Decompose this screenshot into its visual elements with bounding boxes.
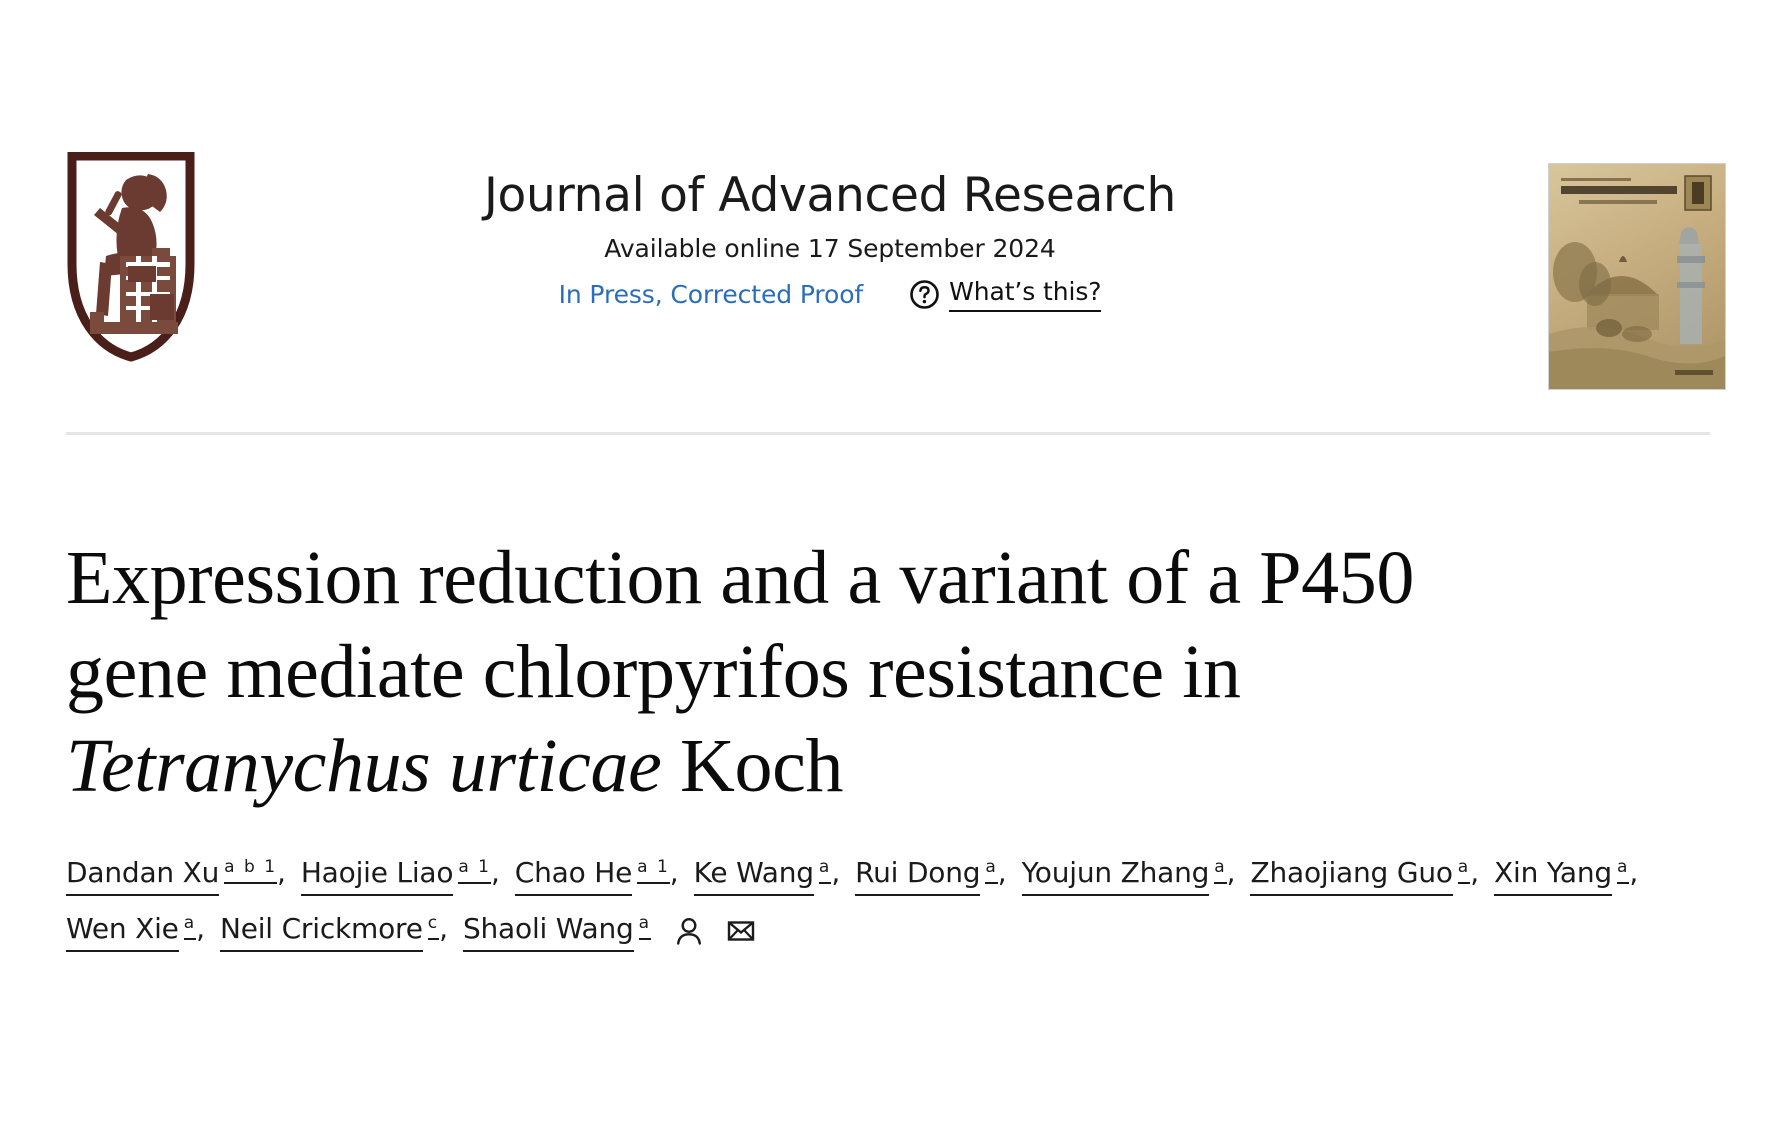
author-item[interactable]: Rui Dong a bbox=[855, 856, 998, 896]
author-separator: , bbox=[490, 856, 509, 889]
author-separator: , bbox=[997, 856, 1016, 889]
author-name[interactable]: Chao He bbox=[514, 856, 632, 896]
author-item[interactable]: Ke Wang a bbox=[693, 856, 832, 896]
author-item[interactable]: Chao He a 1 bbox=[514, 856, 670, 896]
author-name[interactable]: Rui Dong bbox=[855, 856, 981, 896]
author-separator: , bbox=[196, 912, 214, 945]
author-item[interactable]: Xin Yang a bbox=[1494, 856, 1630, 896]
author-separator: , bbox=[831, 856, 850, 889]
author-separator: , bbox=[439, 912, 457, 945]
author-name[interactable]: Wen Xie bbox=[66, 912, 179, 952]
journal-info-block: Journal of Advanced Research Available o… bbox=[330, 168, 1330, 312]
author-separator: , bbox=[277, 856, 295, 889]
article-title: Expression reduction and a variant of a … bbox=[66, 531, 1726, 814]
author-affiliation-marker[interactable]: a bbox=[1457, 856, 1471, 884]
author-name[interactable]: Neil Crickmore bbox=[219, 912, 423, 952]
publication-status-row: In Press, Corrected Proof What’s this? bbox=[330, 277, 1330, 312]
author-item[interactable]: Zhaojiang Guo a bbox=[1250, 856, 1471, 896]
article-title-line-1: Expression reduction and a variant of a … bbox=[66, 535, 1414, 620]
author-separator: , bbox=[669, 856, 688, 889]
article-title-line-2: gene mediate chlorpyrifos resistance in bbox=[66, 630, 1241, 715]
author-item[interactable]: Dandan Xu a b 1 bbox=[66, 856, 278, 896]
author-item[interactable]: Youjun Zhang a bbox=[1021, 856, 1227, 896]
author-item[interactable]: Wen Xie a bbox=[66, 912, 197, 952]
article-title-species: Tetranychus urticae bbox=[66, 724, 662, 809]
author-name[interactable]: Shaoli Wang bbox=[462, 912, 634, 952]
author-affiliation-marker[interactable]: a 1 bbox=[458, 856, 491, 884]
author-separator: , bbox=[1226, 856, 1245, 889]
author-affiliation-marker[interactable]: a b 1 bbox=[224, 856, 278, 884]
envelope-icon[interactable] bbox=[726, 916, 756, 946]
whats-this-label: What’s this? bbox=[949, 277, 1102, 312]
author-affiliation-marker[interactable]: a bbox=[183, 912, 197, 940]
author-separator: , bbox=[1629, 856, 1639, 889]
author-item[interactable]: Shaoli Wang a bbox=[462, 912, 651, 952]
header-divider bbox=[66, 432, 1710, 435]
journal-header: Journal of Advanced Research Available o… bbox=[0, 0, 1772, 435]
author-affiliation-marker[interactable]: a bbox=[985, 856, 998, 884]
author-affiliation-marker[interactable]: a bbox=[638, 912, 651, 940]
article-title-tail: Koch bbox=[661, 724, 844, 809]
author-name[interactable]: Haojie Liao bbox=[300, 856, 454, 896]
author-name[interactable]: Xin Yang bbox=[1494, 856, 1612, 896]
author-list: Dandan Xu a b 1, Haojie Liao a 1, Chao He a… bbox=[66, 845, 1726, 958]
journal-cover-thumbnail[interactable] bbox=[1548, 163, 1726, 390]
person-icon[interactable] bbox=[674, 916, 704, 946]
author-affiliation-marker[interactable]: c bbox=[427, 912, 440, 940]
author-affiliation-marker[interactable]: a bbox=[1214, 856, 1227, 884]
author-affiliation-marker[interactable]: a bbox=[1616, 856, 1630, 884]
author-item[interactable]: Neil Crickmore c bbox=[219, 912, 440, 952]
author-separator: , bbox=[1470, 856, 1489, 889]
whats-this-link[interactable]: What’s this? bbox=[909, 277, 1102, 312]
availability-date: Available online 17 September 2024 bbox=[604, 233, 1056, 263]
author-affiliation-marker[interactable]: a 1 bbox=[637, 856, 670, 884]
journal-title: Journal of Advanced Research bbox=[483, 168, 1176, 223]
publication-status-badge[interactable]: In Press, Corrected Proof bbox=[558, 279, 864, 309]
author-item[interactable]: Haojie Liao a 1 bbox=[300, 856, 491, 896]
author-name[interactable]: Zhaojiang Guo bbox=[1250, 856, 1453, 896]
author-name[interactable]: Dandan Xu bbox=[66, 856, 219, 896]
author-affiliation-marker[interactable]: a bbox=[818, 856, 832, 884]
question-mark-circle-icon bbox=[909, 279, 940, 310]
author-name[interactable]: Youjun Zhang bbox=[1021, 856, 1209, 896]
author-action-icons bbox=[674, 902, 769, 958]
author-name[interactable]: Ke Wang bbox=[693, 856, 814, 896]
cairo-university-seal-icon bbox=[66, 152, 196, 362]
